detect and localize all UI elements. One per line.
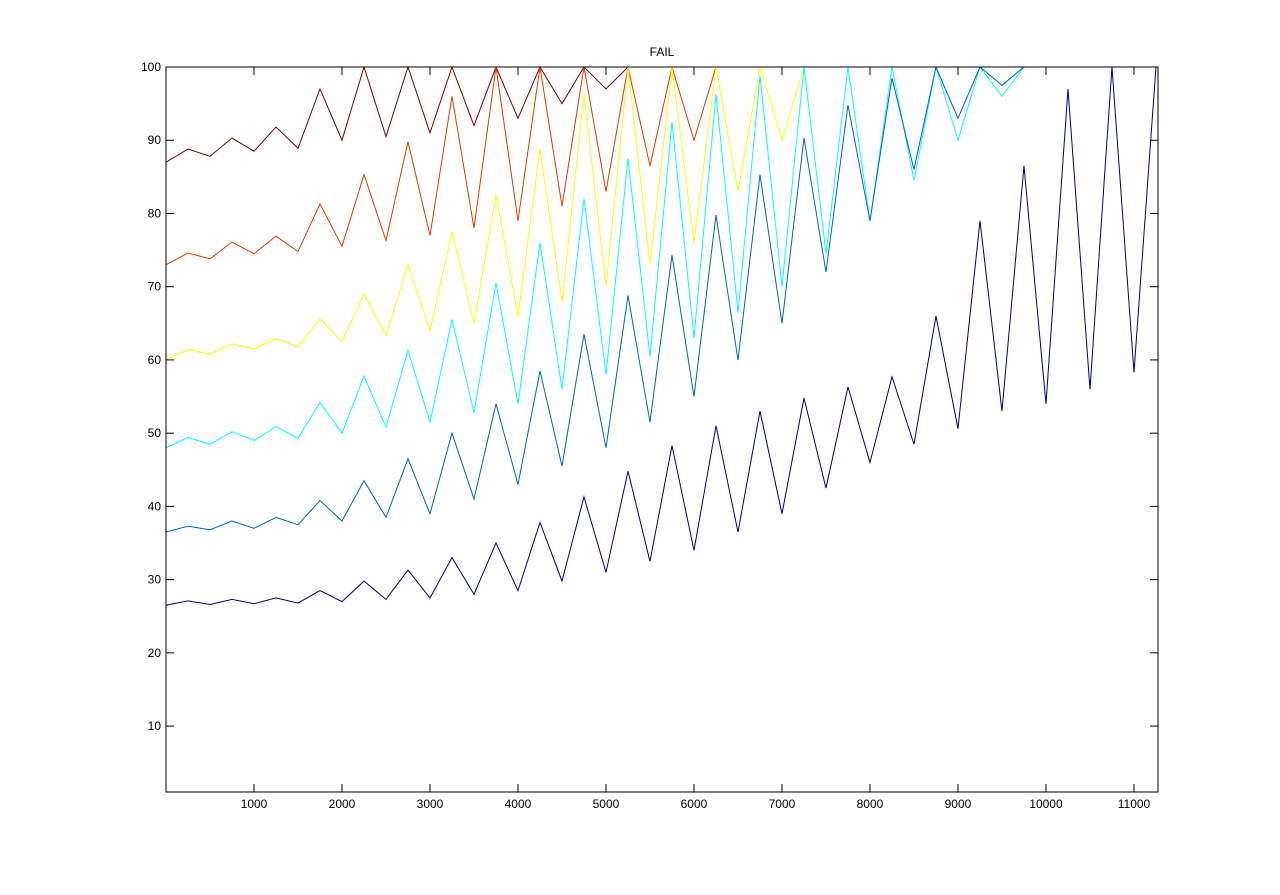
x-tick-label: 3000 <box>417 797 444 811</box>
x-tick-label: 2000 <box>329 797 356 811</box>
y-tick-label: 20 <box>148 646 162 660</box>
x-tick-label: 10000 <box>1029 797 1063 811</box>
y-tick-label: 50 <box>148 426 162 440</box>
data-line <box>166 67 1157 606</box>
y-tick-label: 100 <box>141 60 161 74</box>
data-line <box>166 67 650 163</box>
x-tick-label: 5000 <box>593 797 620 811</box>
data-line <box>166 67 826 361</box>
data-line <box>166 67 1025 449</box>
data-line <box>166 67 1025 533</box>
x-tick-label: 11000 <box>1118 797 1151 811</box>
x-tick-label: 1000 <box>241 797 268 811</box>
x-tick-label: 4000 <box>505 797 532 811</box>
data-line <box>166 67 738 266</box>
x-tick-label: 7000 <box>769 797 796 811</box>
x-tick-label: 9000 <box>945 797 972 811</box>
y-tick-label: 30 <box>148 573 162 587</box>
y-tick-label: 10 <box>148 719 162 733</box>
chart-title: FAIL <box>650 45 675 59</box>
x-tick-label: 8000 <box>857 797 884 811</box>
y-tick-label: 70 <box>148 280 162 294</box>
axes-box <box>165 66 1159 793</box>
y-tick-label: 60 <box>148 353 162 367</box>
x-tick-label: 6000 <box>681 797 708 811</box>
y-tick-label: 40 <box>148 499 162 513</box>
y-tick-label: 80 <box>148 206 162 220</box>
y-tick-label: 90 <box>148 133 162 147</box>
plot-area <box>166 67 1157 606</box>
